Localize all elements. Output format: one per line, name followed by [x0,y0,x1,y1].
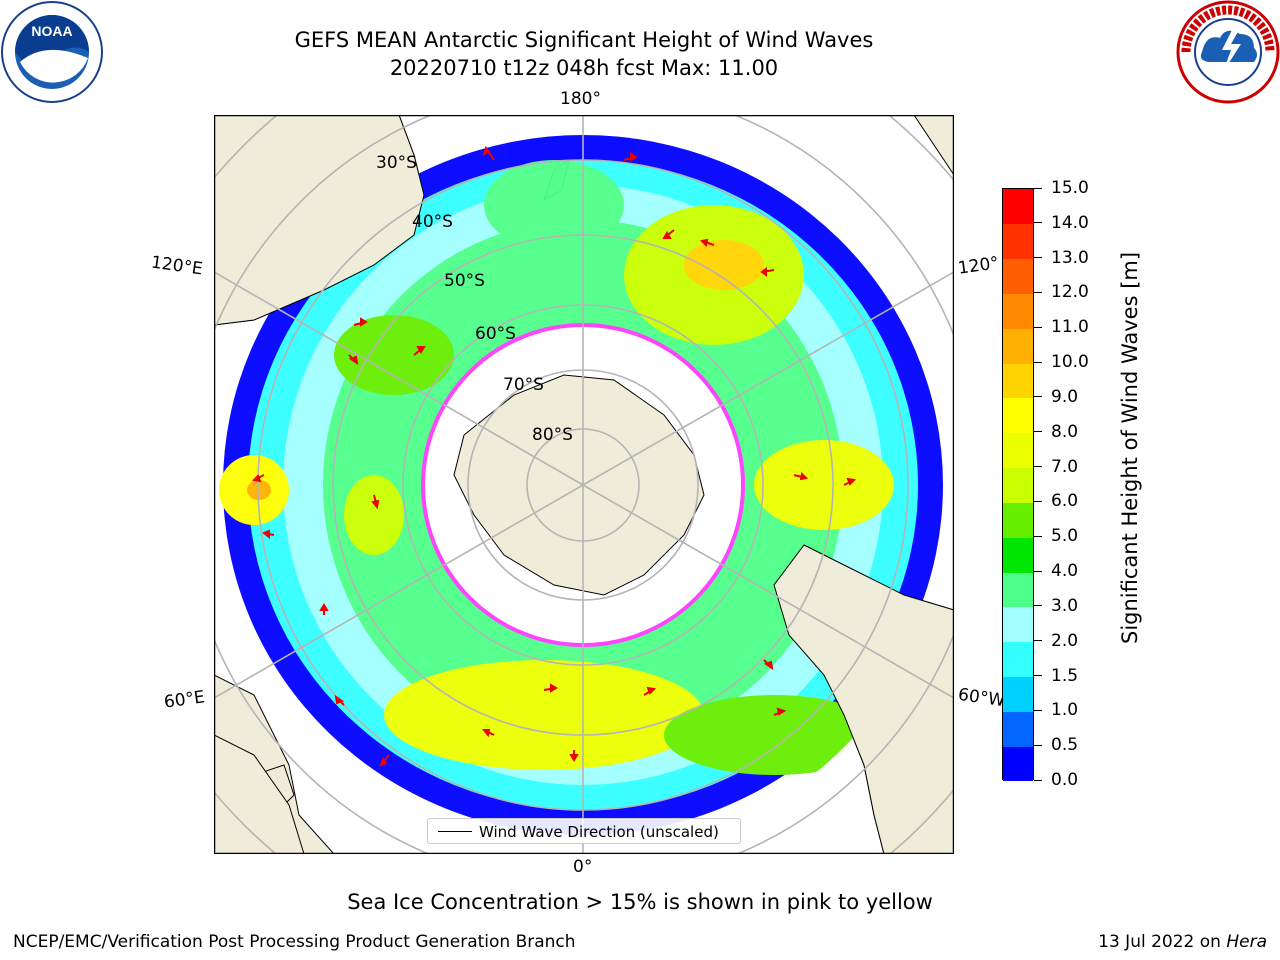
graticule [214,115,954,854]
colorbar-tick [1034,187,1042,189]
colorbar-tick [1034,675,1042,677]
colorbar-tick [1034,779,1042,781]
lon-label-0: 0° [573,857,593,877]
colorbar-tick-label: 0.5 [1051,735,1079,756]
svg-text:NOAA: NOAA [31,23,72,39]
colorbar-tick-label: 12.0 [1051,282,1089,303]
colorbar-tick [1034,570,1042,572]
colorbar-segment [1003,641,1033,678]
colorbar-tick-label: 2.0 [1051,630,1079,651]
colorbar-tick [1034,291,1042,293]
colorbar-tick [1034,326,1042,328]
colorbar-segment [1003,676,1033,712]
lon-label-60e: 60°E [162,687,207,713]
colorbar-tick-label: 8.0 [1051,421,1079,442]
lat-label-30s: 30°S [376,153,417,173]
colorbar-tick [1034,222,1042,224]
map-border [214,115,954,854]
colorbar-tick [1034,605,1042,607]
colorbar-segment [1003,258,1033,294]
polar-map [214,115,954,854]
footer-credit: NCEP/EMC/Verification Post Processing Pr… [13,932,576,952]
chart-title: GEFS MEAN Antarctic Significant Height o… [294,28,874,52]
colorbar-tick-label: 1.0 [1051,700,1079,721]
colorbar-tick-label: 10.0 [1051,352,1089,373]
colorbar-tick-label: 0.0 [1051,770,1079,790]
footer-machine: Hera [1226,932,1267,952]
colorbar-segment [1003,328,1033,364]
colorbar-tick-label: 5.0 [1051,526,1079,547]
colorbar-tick-label: 7.0 [1051,456,1079,477]
colorbar-segment [1003,189,1033,225]
lat-label-50s: 50°S [444,271,485,291]
colorbar-tick-label: 3.0 [1051,595,1079,616]
lat-label-60s: 60°S [475,324,516,344]
land-upper-right [913,115,954,176]
colorbar-segment [1003,606,1033,643]
legend-line-swatch [438,831,472,832]
colorbar-tick-label: 14.0 [1051,212,1089,233]
colorbar-tick [1034,257,1042,259]
colorbar-tick-label: 1.5 [1051,665,1079,686]
colorbar-segment [1003,746,1033,782]
colorbar-tick [1034,535,1042,537]
lon-label-60w: 60°W [956,684,1007,712]
colorbar-tick [1034,500,1042,502]
colorbar-tick-label: 15.0 [1051,178,1089,198]
colorbar-segment [1003,223,1033,260]
legend-label: Wind Wave Direction (unscaled) [479,823,719,841]
sea-ice-note: Sea Ice Concentration > 15% is shown in … [347,890,933,914]
lon-label-120e: 120°E [149,252,204,280]
colorbar-tick-label: 11.0 [1051,317,1089,338]
chart-subtitle: 20220710 t12z 048h fcst Max: 11.00 [389,56,779,80]
lat-label-80s: 80°S [532,425,573,445]
footer-date: 13 Jul 2022 on Hera [1098,932,1267,952]
wind-wave-arrows [251,145,857,767]
colorbar-segment [1003,293,1033,329]
footer-date-text: 13 Jul 2022 on [1098,932,1227,952]
colorbar-segment [1003,432,1033,469]
noaa-logo: NOAA [1,1,103,103]
colorbar-tick [1034,640,1042,642]
colorbar-segment [1003,363,1033,399]
nws-logo [1176,0,1280,104]
colorbar-title: Significant Height of Wind Waves [m] [1118,251,1142,644]
lon-label-180: 180° [560,89,601,109]
lon-label-120w: 120° [956,253,1001,279]
colorbar-tick [1034,431,1042,433]
lat-label-70s: 70°S [503,375,544,395]
colorbar-tick-label: 6.0 [1051,491,1079,512]
colorbar-tick [1034,361,1042,363]
colorbar-tick [1034,744,1042,746]
colorbar [1002,188,1034,782]
colorbar-tick [1034,466,1042,468]
colorbar-tick [1034,396,1042,398]
colorbar-tick-label: 13.0 [1051,247,1089,268]
colorbar-segment [1003,537,1033,573]
colorbar-segment [1003,467,1033,503]
lat-label-40s: 40°S [412,212,453,232]
antarctica [453,374,705,596]
colorbar-segment [1003,397,1033,434]
colorbar-tick [1034,709,1042,711]
colorbar-segment [1003,572,1033,608]
map-legend: Wind Wave Direction (unscaled) [427,818,741,844]
colorbar-tick-label: 9.0 [1051,386,1079,407]
colorbar-segment [1003,711,1033,747]
colorbar-tick-label: 4.0 [1051,561,1079,582]
colorbar-segment [1003,502,1033,538]
